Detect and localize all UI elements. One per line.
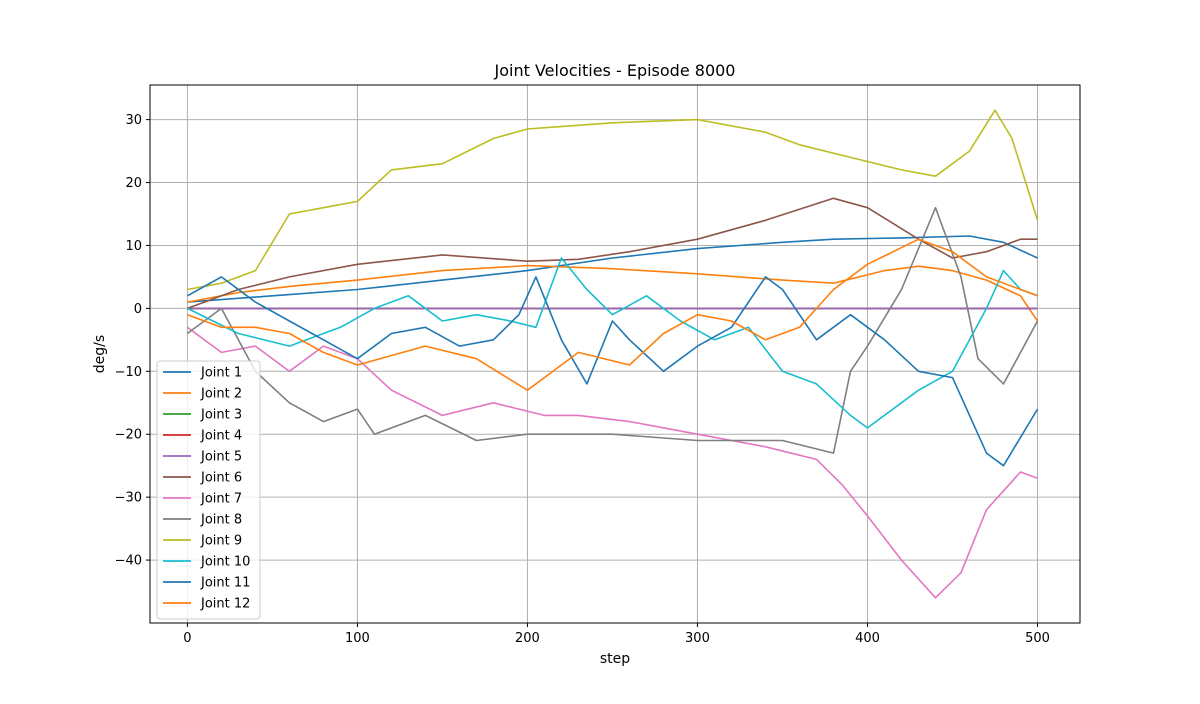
x-tick-label: 400 (855, 631, 880, 646)
chart-title: Joint Velocities - Episode 8000 (494, 61, 736, 80)
axis-ticks: 0 100 200 300 400 500 −40 −30 −20 −10 0 10 20 30 (115, 113, 1050, 646)
legend-label: Joint 9 (200, 534, 242, 549)
series-line-joint-7 (186, 326, 1038, 599)
y-tick-label: 0 (134, 302, 142, 317)
y-axis-label: deg/s (92, 335, 108, 373)
series-line-joint-11 (187, 276, 1039, 467)
legend-label: Joint 12 (200, 597, 250, 612)
x-tick-label: 0 (183, 631, 191, 646)
legend-label: Joint 11 (200, 576, 250, 591)
series-line-joint-9 (187, 109, 1039, 291)
x-tick-label: 300 (685, 631, 710, 646)
series-line-joint-8 (186, 206, 1039, 454)
plot-frame (149, 84, 1081, 624)
series-line-joint-10 (187, 257, 1038, 429)
legend-label: Joint 2 (200, 387, 242, 402)
legend-label: Joint 8 (200, 513, 242, 528)
x-tick-label: 200 (515, 631, 540, 646)
y-tick-label: 30 (125, 113, 142, 128)
legend-label: Joint 6 (200, 471, 242, 486)
legend-box (156, 360, 261, 620)
legend-label: Joint 4 (200, 429, 242, 444)
x-axis-label: step (600, 651, 630, 667)
legend: Joint 1 Joint 2 Joint 3 Joint 4 Joint 5 Joint… (156, 360, 261, 620)
y-tick-label: 20 (125, 176, 142, 191)
legend-label: Joint 1 (200, 366, 242, 381)
legend-label: Joint 3 (200, 408, 242, 423)
legend-label: Joint 10 (200, 555, 250, 570)
series-line-joint-12 (187, 238, 1038, 391)
y-tick-label: 10 (125, 239, 142, 254)
x-tick-label: 100 (345, 631, 370, 646)
legend-label: Joint 7 (200, 492, 242, 507)
y-tick-label: −40 (115, 554, 142, 569)
y-tick-label: −30 (115, 491, 142, 506)
series-line-joint-2 (187, 264, 1039, 322)
x-tick-label: 500 (1025, 631, 1050, 646)
y-tick-label: −20 (115, 428, 142, 443)
series-line-joint-6 (187, 197, 1038, 310)
y-tick-label: −10 (115, 365, 142, 380)
series-lines (186, 109, 1039, 599)
series-line-joint-1 (187, 235, 1038, 303)
legend-label: Joint 5 (200, 450, 242, 465)
